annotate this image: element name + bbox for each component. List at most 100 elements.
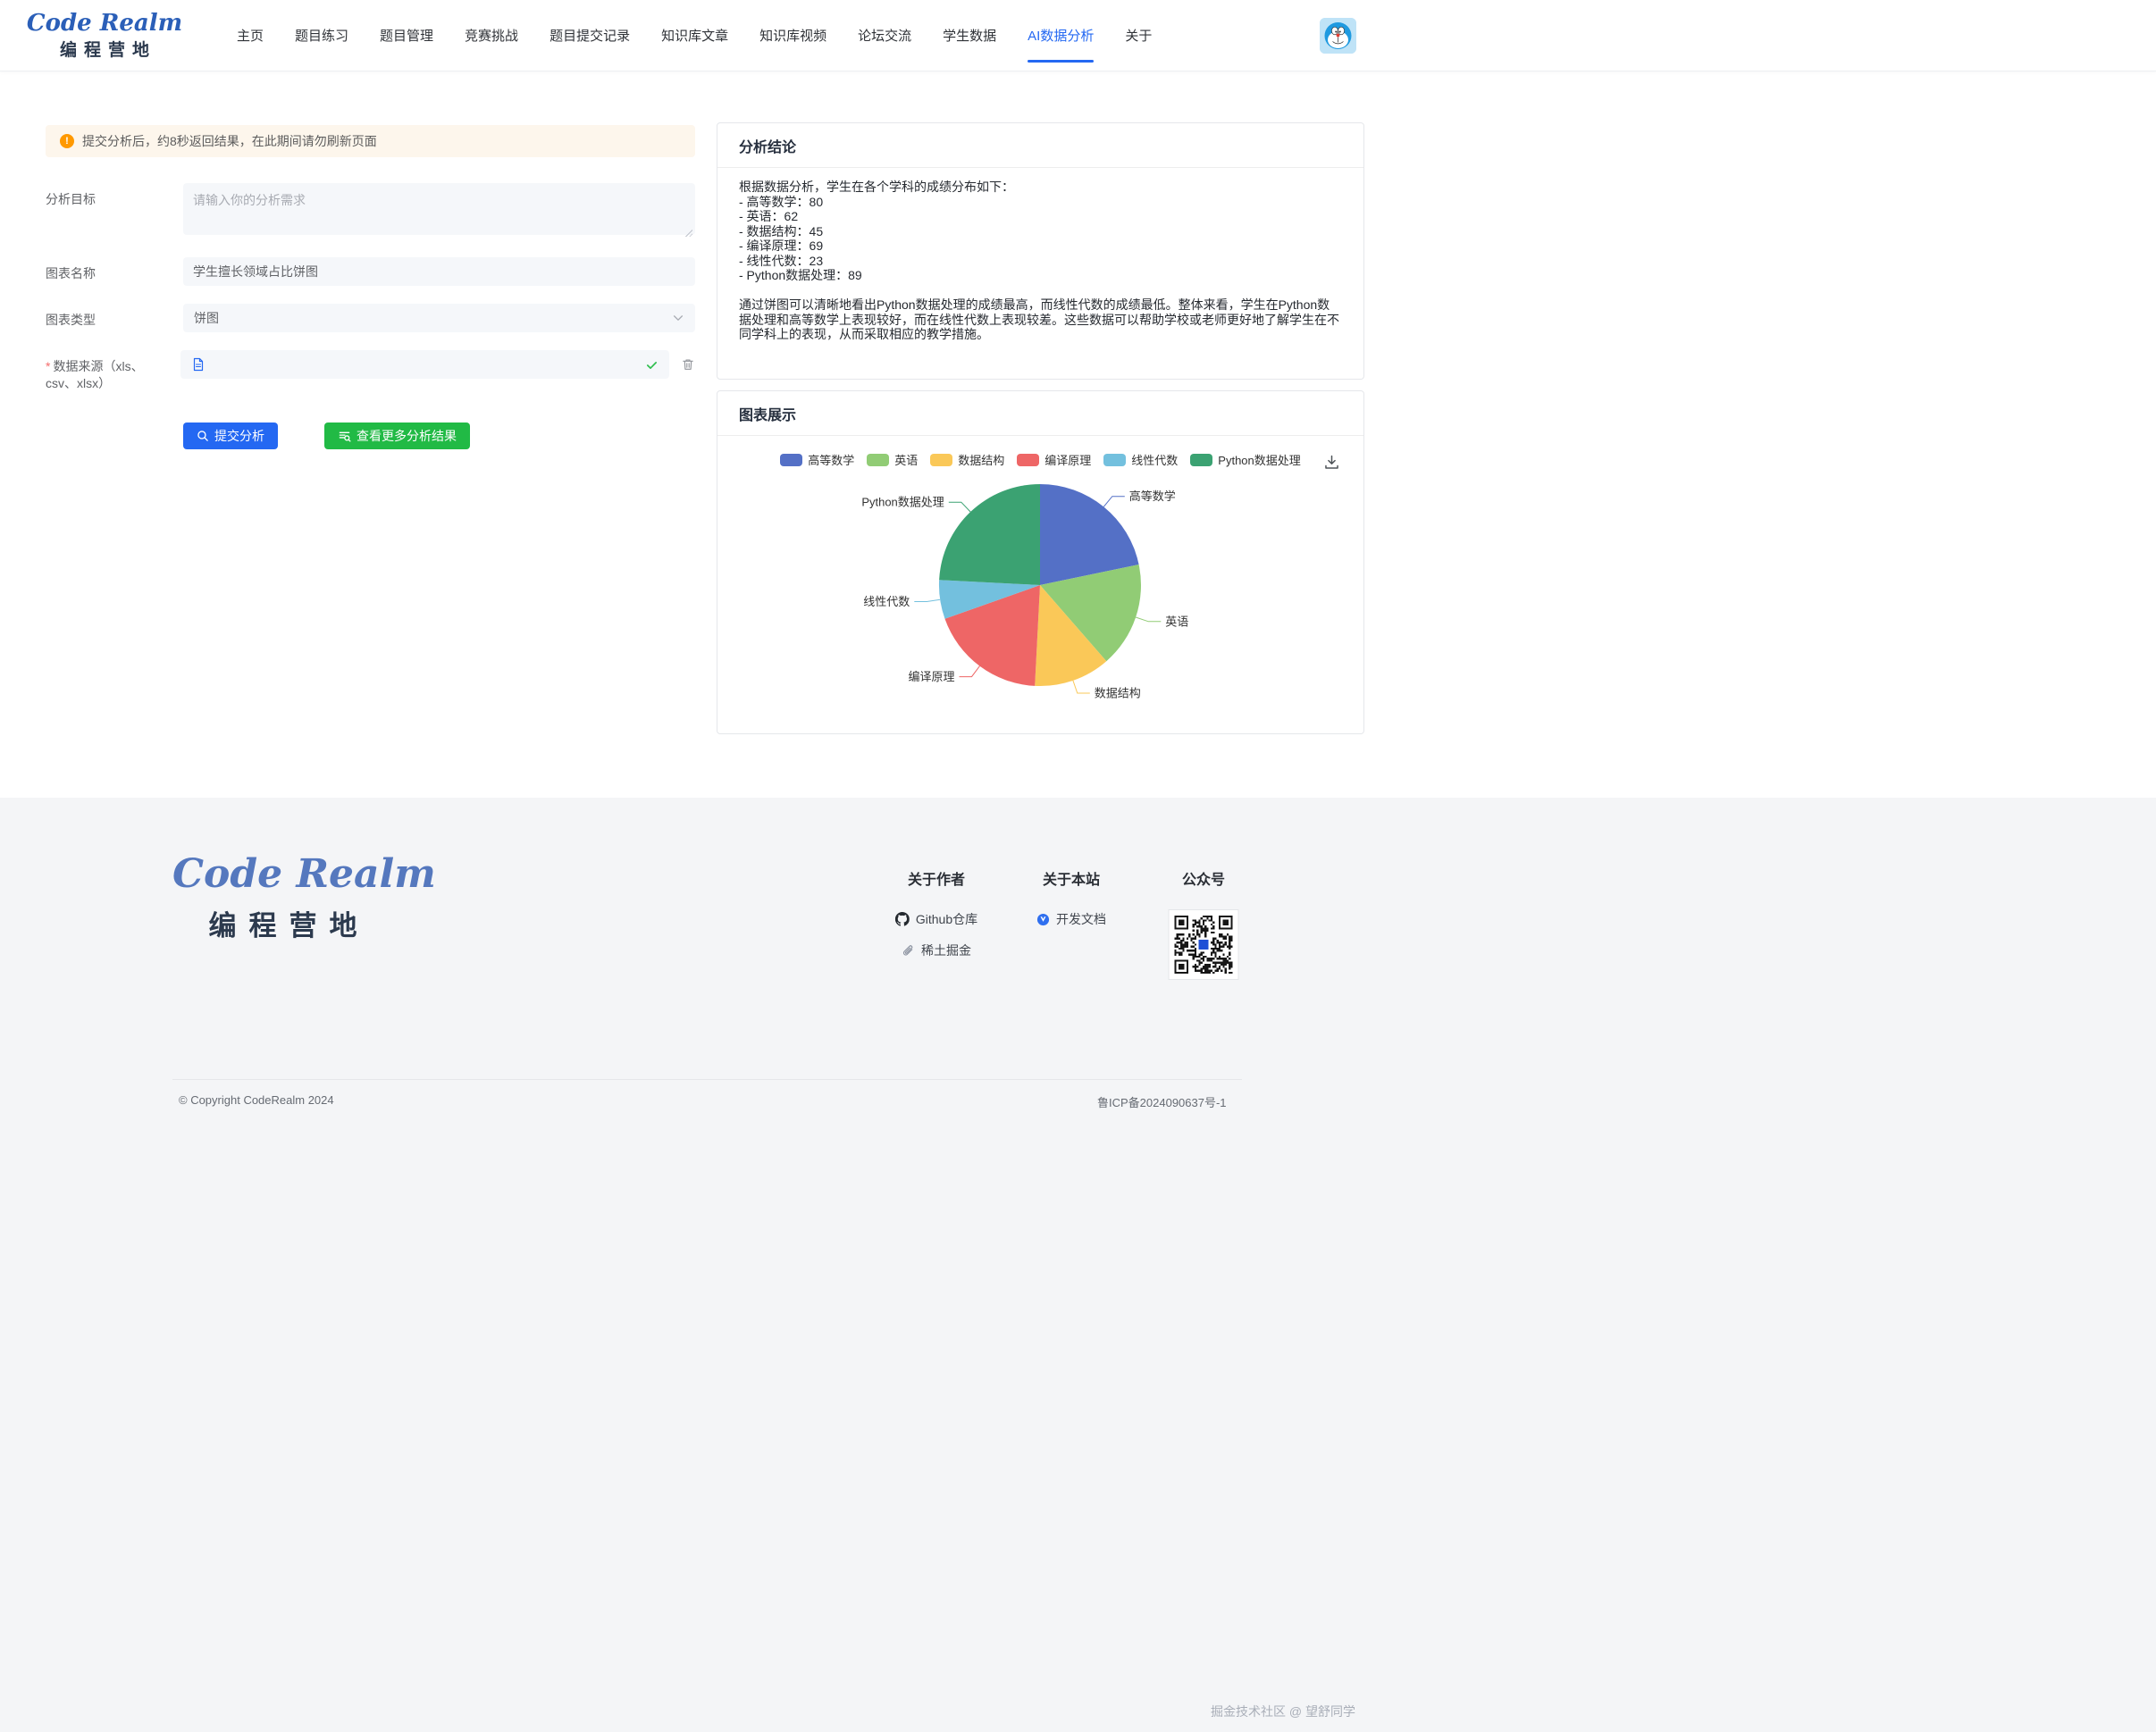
goal-textarea[interactable] (183, 183, 695, 235)
alert-text: 提交分析后，约8秒返回结果，在此期间请勿刷新页面 (82, 134, 377, 148)
download-icon[interactable] (1323, 454, 1340, 471)
pie-slice-高等数学[interactable] (1040, 484, 1139, 585)
form-row-data-source: * 数据来源（xls、csv、xlsx） (46, 350, 695, 392)
submit-analysis-button[interactable]: 提交分析 (183, 423, 278, 449)
legend-label: 编译原理 (1044, 454, 1092, 467)
pie-label-line (948, 501, 971, 513)
legend-marker (780, 453, 803, 466)
submit-button-label: 提交分析 (214, 429, 264, 443)
form-row-chart-name: 图表名称 (46, 257, 695, 286)
nav-item-5[interactable]: 题目提交记录 (549, 29, 631, 44)
legend-item[interactable]: Python数据处理 (1190, 451, 1301, 468)
footer-wechat: 公众号 (1169, 867, 1238, 979)
chart-type-select[interactable]: 饼图 (183, 304, 695, 332)
legend-item[interactable]: 数据结构 (930, 451, 1004, 468)
form-row-chart-type: 图表类型 饼图 (46, 304, 695, 332)
goal-label: 分析目标 (46, 192, 96, 206)
pie-label: 高等数学 (1129, 489, 1176, 503)
nav-item-6[interactable]: 知识库文章 (661, 29, 729, 44)
legend-item[interactable]: 线性代数 (1103, 451, 1178, 468)
legend-item[interactable]: 英语 (867, 451, 918, 468)
legend-marker (1103, 453, 1127, 466)
juejin-link-label: 稀土掘金 (921, 943, 971, 958)
legend-label: Python数据处理 (1218, 454, 1301, 467)
footer-column-title: 公众号 (1181, 873, 1225, 888)
analysis-form: ! 提交分析后，约8秒返回结果，在此期间请勿刷新页面 分析目标 图表名称 图表类… (46, 122, 695, 798)
pie-label-line (959, 665, 980, 678)
docs-icon (1036, 913, 1050, 926)
analysis-card-title: 分析结论 (717, 123, 1363, 168)
icp-number[interactable]: 鲁ICP备2024090637号-1 (1097, 1096, 1227, 1109)
chart-type-value: 饼图 (194, 311, 219, 325)
nav-item-3[interactable]: 题目管理 (380, 29, 434, 44)
legend-label: 数据结构 (958, 454, 1005, 467)
nav-item-7[interactable]: 知识库视频 (759, 29, 827, 44)
avatar-image (1320, 18, 1356, 54)
chart-name-input[interactable] (183, 257, 695, 286)
legend-marker (1190, 453, 1213, 466)
copyright: © Copyright CodeRealm 2024 (179, 1093, 334, 1107)
chevron-down-icon (672, 312, 684, 324)
github-icon (894, 912, 910, 926)
nav-item-1[interactable]: 主页 (237, 29, 264, 44)
nav-item-11[interactable]: 关于 (1125, 29, 1153, 44)
chart-name-label: 图表名称 (46, 266, 96, 280)
file-document-icon (191, 357, 206, 372)
footer-column-title: 关于本站 (1042, 873, 1100, 888)
pie-slice-线性代数[interactable] (938, 580, 1040, 619)
paperclip-icon (902, 944, 915, 958)
pie-label-line (1072, 680, 1090, 694)
pie-label-line (1135, 616, 1162, 623)
required-mark: * (46, 359, 51, 373)
delete-file-icon[interactable] (681, 357, 695, 372)
docs-link[interactable]: 开发文档 (1036, 910, 1106, 928)
footer-about-site: 关于本站 开发文档 (1036, 867, 1106, 941)
github-link[interactable]: Github仓库 (894, 910, 977, 928)
footer-logo-text-en: Code Realm (172, 851, 436, 897)
warning-icon: ! (60, 134, 74, 148)
docs-link-label: 开发文档 (1056, 912, 1106, 926)
chart-card: 图表展示 高等数学 英语 数据结构 编译原理 线性代数 Python数据处理 高等数学 英语… (717, 390, 1364, 734)
legend-item[interactable]: 高等数学 (780, 451, 854, 468)
pie-label: 数据结构 (1095, 687, 1141, 700)
uploaded-file-row[interactable] (180, 350, 669, 379)
site-logo[interactable]: Code Realm 编程营地 (27, 11, 182, 61)
upload-success-check-icon (645, 358, 659, 372)
footer-logo-text-cn: 编程营地 (208, 910, 370, 941)
legend-item[interactable]: 编译原理 (1017, 451, 1091, 468)
pie-slice-数据结构[interactable] (1035, 585, 1107, 687)
logo-text-en: Code Realm (26, 9, 183, 37)
legend-marker (1017, 453, 1040, 466)
chart-legend: 高等数学 英语 数据结构 编译原理 线性代数 Python数据处理 (717, 451, 1363, 468)
more-results-button[interactable]: 查看更多分析结果 (324, 423, 470, 449)
search-icon (197, 430, 209, 442)
nav-item-8[interactable]: 论坛交流 (858, 29, 912, 44)
navbar: Code Realm 编程营地 主页 题目练习 题目管理 竞赛挑战 题目提交记录 知识库文… (0, 0, 2156, 71)
pie-slice-Python数据处理[interactable] (939, 484, 1040, 585)
legend-label: 高等数学 (808, 454, 855, 467)
nav-item-10[interactable]: AI数据分析 (1028, 0, 1095, 71)
logo-text-cn: 编程营地 (59, 40, 156, 60)
pie-slice-编译原理[interactable] (944, 585, 1041, 686)
footer-column-title: 关于作者 (907, 873, 965, 888)
wechat-qr-code (1169, 910, 1238, 979)
pie-label-line (1103, 496, 1125, 507)
main-content: ! 提交分析后，约8秒返回结果，在此期间请勿刷新页面 分析目标 图表名称 图表类… (0, 71, 2156, 798)
nav-item-2[interactable]: 题目练习 (295, 29, 349, 44)
resize-handle-icon[interactable] (684, 229, 692, 237)
chart-card-title: 图表展示 (717, 391, 1363, 436)
legend-marker (930, 453, 953, 466)
results-column: 分析结论 根据数据分析，学生在各个学科的成绩分布如下： - 高等数学：80 - … (717, 122, 1364, 798)
pie-label: Python数据处理 (861, 496, 944, 509)
pie-slice-英语[interactable] (1040, 565, 1141, 662)
legend-label: 英语 (894, 454, 919, 467)
more-button-label: 查看更多分析结果 (357, 429, 457, 443)
user-avatar[interactable] (1320, 18, 1356, 54)
pie-label-line (914, 598, 941, 602)
juejin-link[interactable]: 稀土掘金 (902, 941, 971, 959)
footer: Code Realm 编程营地 关于作者 Github仓库 稀土掘金 关于本站 … (0, 798, 2156, 1732)
info-alert: ! 提交分析后，约8秒返回结果，在此期间请勿刷新页面 (46, 125, 695, 157)
nav-item-4[interactable]: 竞赛挑战 (465, 29, 519, 44)
footer-about-author: 关于作者 Github仓库 稀土掘金 (894, 867, 977, 973)
nav-item-9[interactable]: 学生数据 (943, 29, 997, 44)
